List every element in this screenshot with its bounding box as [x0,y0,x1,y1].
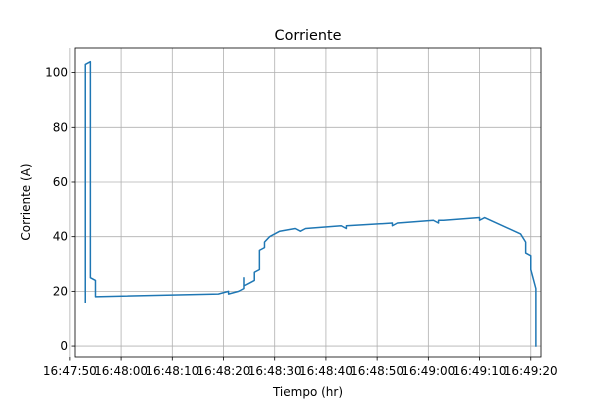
plot-frame [74,47,542,358]
x-tick-label: 16:49:10 [453,364,507,378]
x-tick-label: 16:48:10 [145,364,199,378]
x-tick-label: 16:48:30 [248,364,302,378]
x-tick-label: 16:48:50 [350,364,404,378]
plot-area [75,48,541,357]
y-tick-label: 100 [45,66,68,80]
y-tick-label: 60 [53,175,68,189]
grid [69,48,541,357]
x-tick-label: 16:48:00 [94,364,148,378]
x-tick-label: 16:49:20 [504,364,558,378]
x-tick-label: 16:48:20 [197,364,251,378]
x-tick-label: 16:47:50 [43,364,97,378]
y-tick-label: 20 [53,284,68,298]
y-axis-label: Corriente (A) [19,163,33,240]
series-layer [84,60,537,347]
x-tick-label: 16:49:00 [401,364,455,378]
y-tick-label: 40 [53,230,68,244]
x-tick-label: 16:48:40 [299,364,353,378]
y-tick-label: 80 [53,120,68,134]
chart-title: Corriente [275,28,342,44]
y-tick-label: 0 [60,339,68,353]
x-axis-label: Tiempo (hr) [272,385,343,399]
ticks: 16:47:5016:48:0016:48:1016:48:2016:48:30… [43,66,558,378]
series-line [84,60,537,347]
